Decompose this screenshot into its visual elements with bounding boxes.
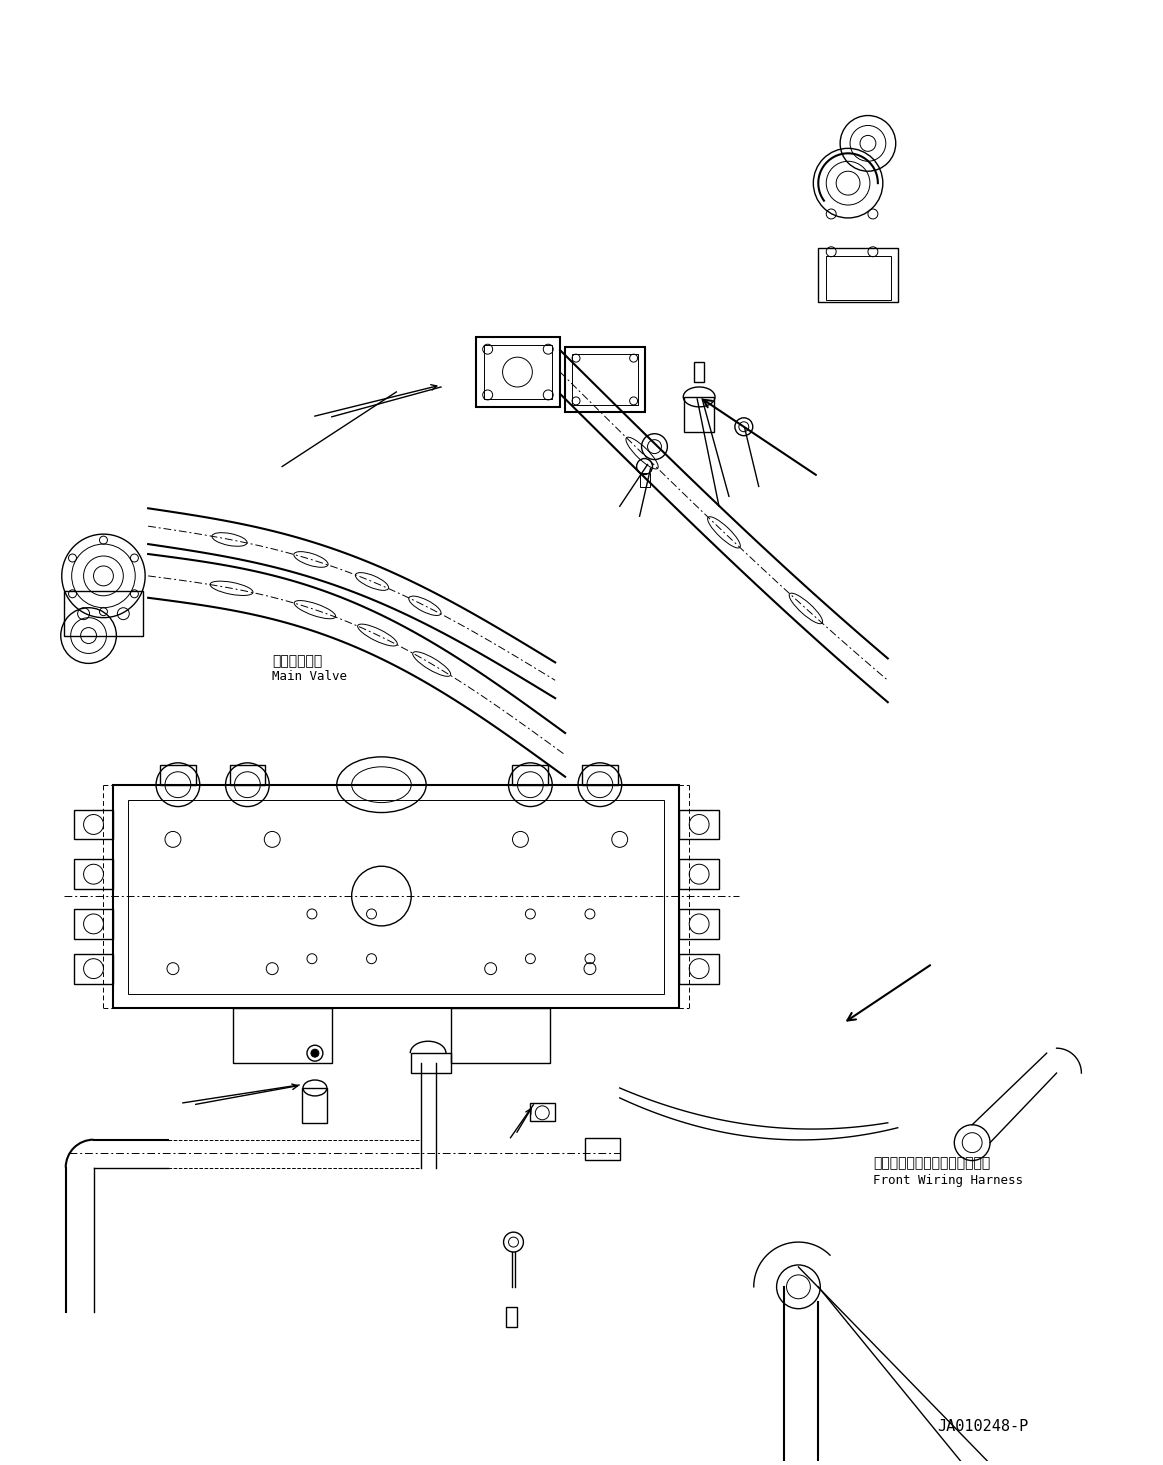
Bar xyxy=(826,256,891,300)
Bar xyxy=(565,347,644,412)
Bar xyxy=(73,908,113,939)
Bar xyxy=(640,473,649,488)
Bar xyxy=(506,1307,518,1327)
Bar xyxy=(73,810,113,839)
Bar xyxy=(160,765,195,785)
Bar xyxy=(513,765,548,785)
Bar xyxy=(113,785,679,1008)
Bar xyxy=(229,765,265,785)
Bar xyxy=(64,590,143,636)
Bar xyxy=(819,248,898,302)
Bar xyxy=(484,346,552,398)
Bar xyxy=(679,810,719,839)
Text: JA010248-P: JA010248-P xyxy=(937,1420,1029,1434)
Bar xyxy=(128,800,664,993)
Text: メインバルブ: メインバルブ xyxy=(272,655,322,668)
Bar xyxy=(572,355,637,404)
Bar xyxy=(73,860,113,889)
Bar xyxy=(476,337,561,407)
Bar xyxy=(73,954,113,983)
Text: Main Valve: Main Valve xyxy=(272,671,348,683)
Bar xyxy=(679,908,719,939)
Bar xyxy=(451,1008,550,1064)
Bar xyxy=(233,1008,331,1064)
Bar xyxy=(530,1103,555,1121)
Bar xyxy=(582,765,618,785)
Circle shape xyxy=(311,1049,319,1058)
Bar xyxy=(679,860,719,889)
Bar xyxy=(302,1088,327,1122)
Bar xyxy=(412,1053,451,1072)
Text: フロントワイヤリングハーネス: フロントワイヤリングハーネス xyxy=(873,1156,990,1171)
Bar xyxy=(679,954,719,983)
Bar xyxy=(684,397,714,432)
Bar xyxy=(694,362,704,382)
Bar xyxy=(585,1138,620,1160)
Text: Front Wiring Harness: Front Wiring Harness xyxy=(873,1175,1023,1188)
